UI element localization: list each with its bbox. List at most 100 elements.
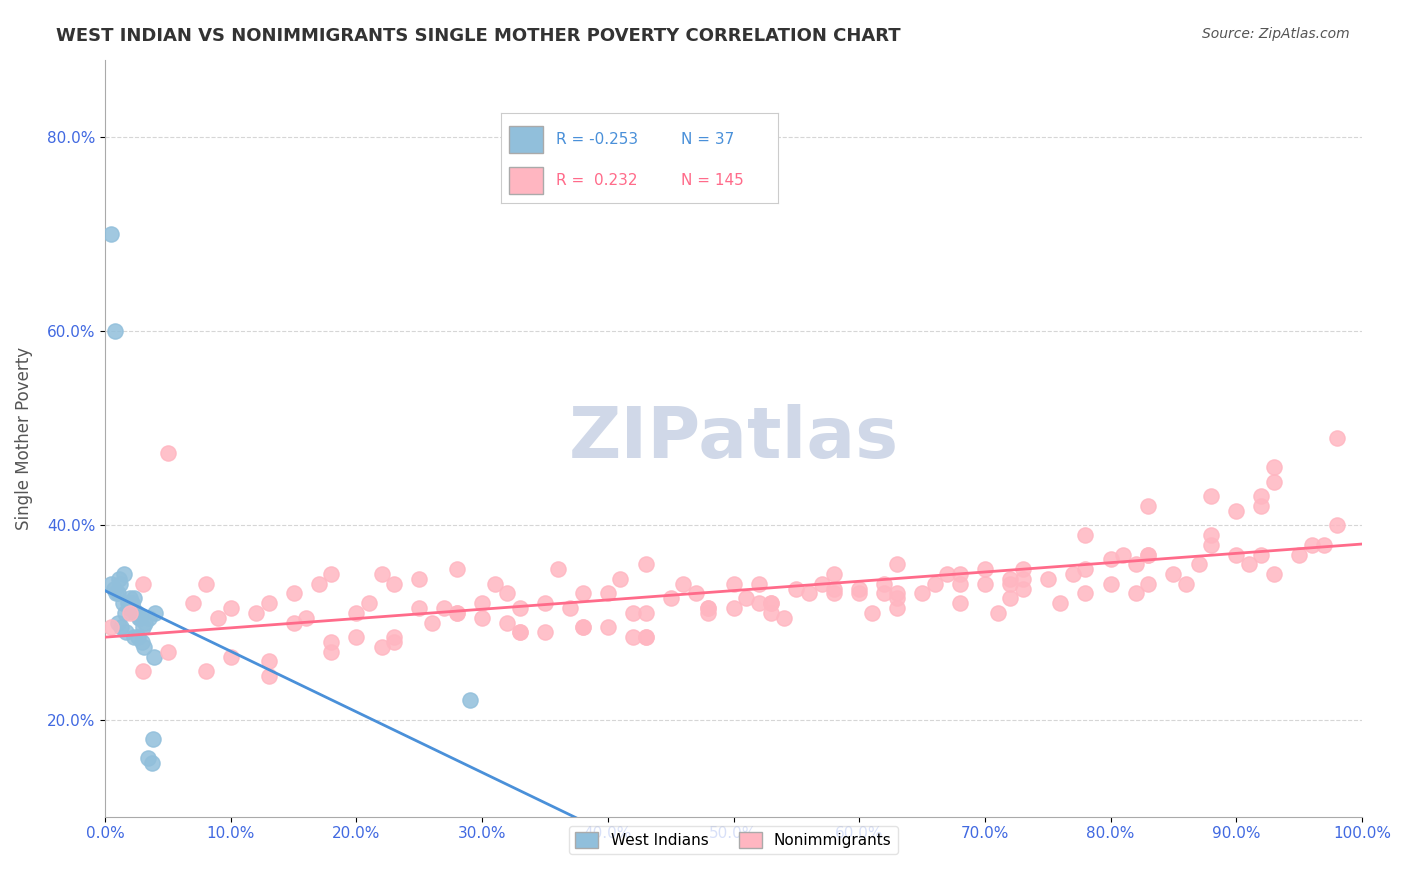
Point	[496, 615, 519, 630]
Point	[108, 572, 131, 586]
Point	[949, 567, 972, 582]
Point	[1125, 586, 1147, 600]
Point	[1112, 548, 1135, 562]
Point	[257, 596, 280, 610]
Point	[370, 640, 392, 654]
Point	[107, 586, 129, 600]
Point	[621, 630, 644, 644]
Point	[634, 630, 657, 644]
Point	[596, 620, 619, 634]
Point	[1199, 528, 1222, 542]
Point	[974, 562, 997, 576]
Text: ZIPatlas: ZIPatlas	[568, 404, 898, 473]
Point	[484, 576, 506, 591]
Point	[111, 596, 134, 610]
Point	[104, 324, 127, 338]
Point	[433, 601, 456, 615]
Point	[949, 576, 972, 591]
Point	[1137, 576, 1160, 591]
Point	[810, 576, 832, 591]
Point	[107, 615, 129, 630]
Point	[141, 756, 163, 771]
Point	[128, 610, 150, 624]
Point	[120, 606, 142, 620]
Point	[823, 567, 845, 582]
Point	[848, 582, 870, 596]
Point	[1125, 558, 1147, 572]
Point	[100, 576, 122, 591]
Point	[609, 572, 631, 586]
Point	[295, 610, 318, 624]
Point	[723, 601, 745, 615]
Point	[125, 606, 148, 620]
Point	[1163, 567, 1185, 582]
Point	[1011, 572, 1033, 586]
Point	[571, 620, 593, 634]
Text: WEST INDIAN VS NONIMMIGRANTS SINGLE MOTHER POVERTY CORRELATION CHART: WEST INDIAN VS NONIMMIGRANTS SINGLE MOTH…	[56, 27, 901, 45]
Point	[1288, 548, 1310, 562]
Point	[1137, 548, 1160, 562]
Point	[547, 562, 569, 576]
Point	[634, 558, 657, 572]
Point	[1263, 460, 1285, 475]
Point	[634, 630, 657, 644]
Point	[471, 596, 494, 610]
Point	[1313, 538, 1336, 552]
Point	[761, 596, 783, 610]
Point	[156, 645, 179, 659]
Point	[219, 649, 242, 664]
Point	[346, 630, 368, 644]
Point	[446, 606, 468, 620]
Point	[748, 576, 770, 591]
Point	[986, 606, 1008, 620]
Point	[534, 596, 557, 610]
Point	[659, 591, 682, 606]
Point	[103, 582, 125, 596]
Point	[1250, 499, 1272, 513]
Point	[1250, 548, 1272, 562]
Point	[848, 586, 870, 600]
Point	[886, 558, 908, 572]
Point	[496, 586, 519, 600]
Point	[735, 591, 758, 606]
Point	[571, 620, 593, 634]
Point	[1225, 548, 1247, 562]
Point	[1263, 567, 1285, 582]
Point	[1062, 567, 1084, 582]
Point	[194, 664, 217, 678]
Point	[823, 582, 845, 596]
Point	[860, 606, 883, 620]
Point	[132, 620, 155, 634]
Point	[346, 606, 368, 620]
Point	[382, 635, 405, 649]
Point	[118, 601, 141, 615]
Point	[1237, 558, 1260, 572]
Point	[129, 610, 152, 624]
Point	[132, 664, 155, 678]
Point	[1326, 518, 1348, 533]
Point	[596, 586, 619, 600]
Point	[723, 576, 745, 591]
Point	[911, 586, 934, 600]
Point	[131, 635, 153, 649]
Point	[936, 567, 959, 582]
Point	[420, 615, 443, 630]
Point	[120, 591, 142, 606]
Point	[634, 606, 657, 620]
Point	[136, 751, 159, 765]
Point	[697, 606, 720, 620]
Point	[672, 576, 695, 591]
Point	[1199, 538, 1222, 552]
Point	[105, 586, 128, 600]
Point	[748, 596, 770, 610]
Point	[181, 596, 204, 610]
Point	[283, 586, 305, 600]
Point	[1099, 576, 1122, 591]
Point	[408, 572, 430, 586]
Point	[949, 596, 972, 610]
Point	[219, 601, 242, 615]
Point	[1301, 538, 1323, 552]
Point	[321, 567, 343, 582]
Point	[134, 615, 156, 630]
Point	[207, 610, 229, 624]
